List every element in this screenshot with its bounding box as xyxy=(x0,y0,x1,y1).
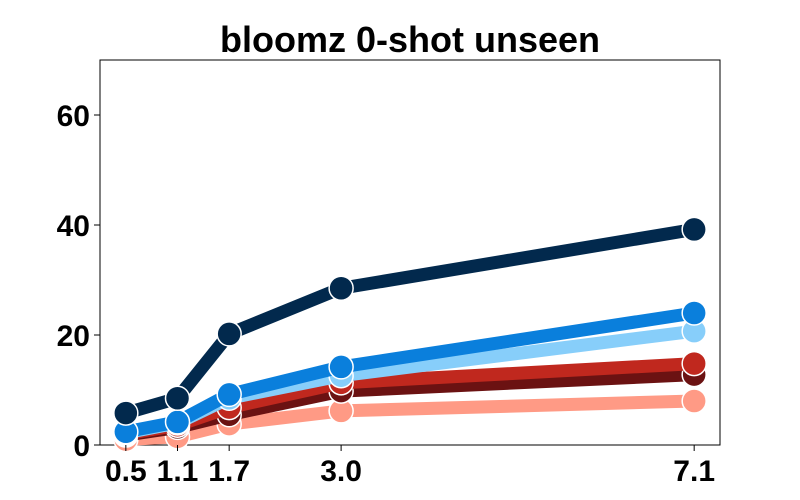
data-point xyxy=(164,409,191,435)
data-point xyxy=(216,381,242,408)
x-tick-label: 7.1 xyxy=(673,455,715,488)
data-point xyxy=(681,300,707,326)
data-point xyxy=(681,216,707,243)
plot-frame xyxy=(99,59,721,446)
chart-title: bloomz 0-shot unseen xyxy=(220,19,600,60)
y-tick-label: 60 xyxy=(57,100,90,133)
data-point xyxy=(216,321,242,347)
x-tick-label: 3.0 xyxy=(320,455,362,488)
data-point xyxy=(164,385,191,411)
x-tick-label: 1.1 xyxy=(157,455,199,488)
data-point xyxy=(681,350,707,377)
x-tick-label: 1.7 xyxy=(208,455,250,488)
y-tick-label: 20 xyxy=(57,320,90,353)
y-tick-label: 0 xyxy=(73,430,90,463)
data-point xyxy=(328,275,354,301)
data-point xyxy=(113,400,139,426)
series-5 xyxy=(113,300,707,445)
x-axis: 0.5 1.1 1.7 3.0 7.1 xyxy=(105,445,715,488)
y-tick-label: 40 xyxy=(57,210,90,243)
series-layer xyxy=(113,216,707,453)
x-tick-label: 0.5 xyxy=(105,455,147,488)
data-point xyxy=(328,354,354,380)
y-axis: 0 20 40 60 xyxy=(57,100,100,463)
data-point xyxy=(681,388,707,414)
series-6 xyxy=(113,216,707,426)
